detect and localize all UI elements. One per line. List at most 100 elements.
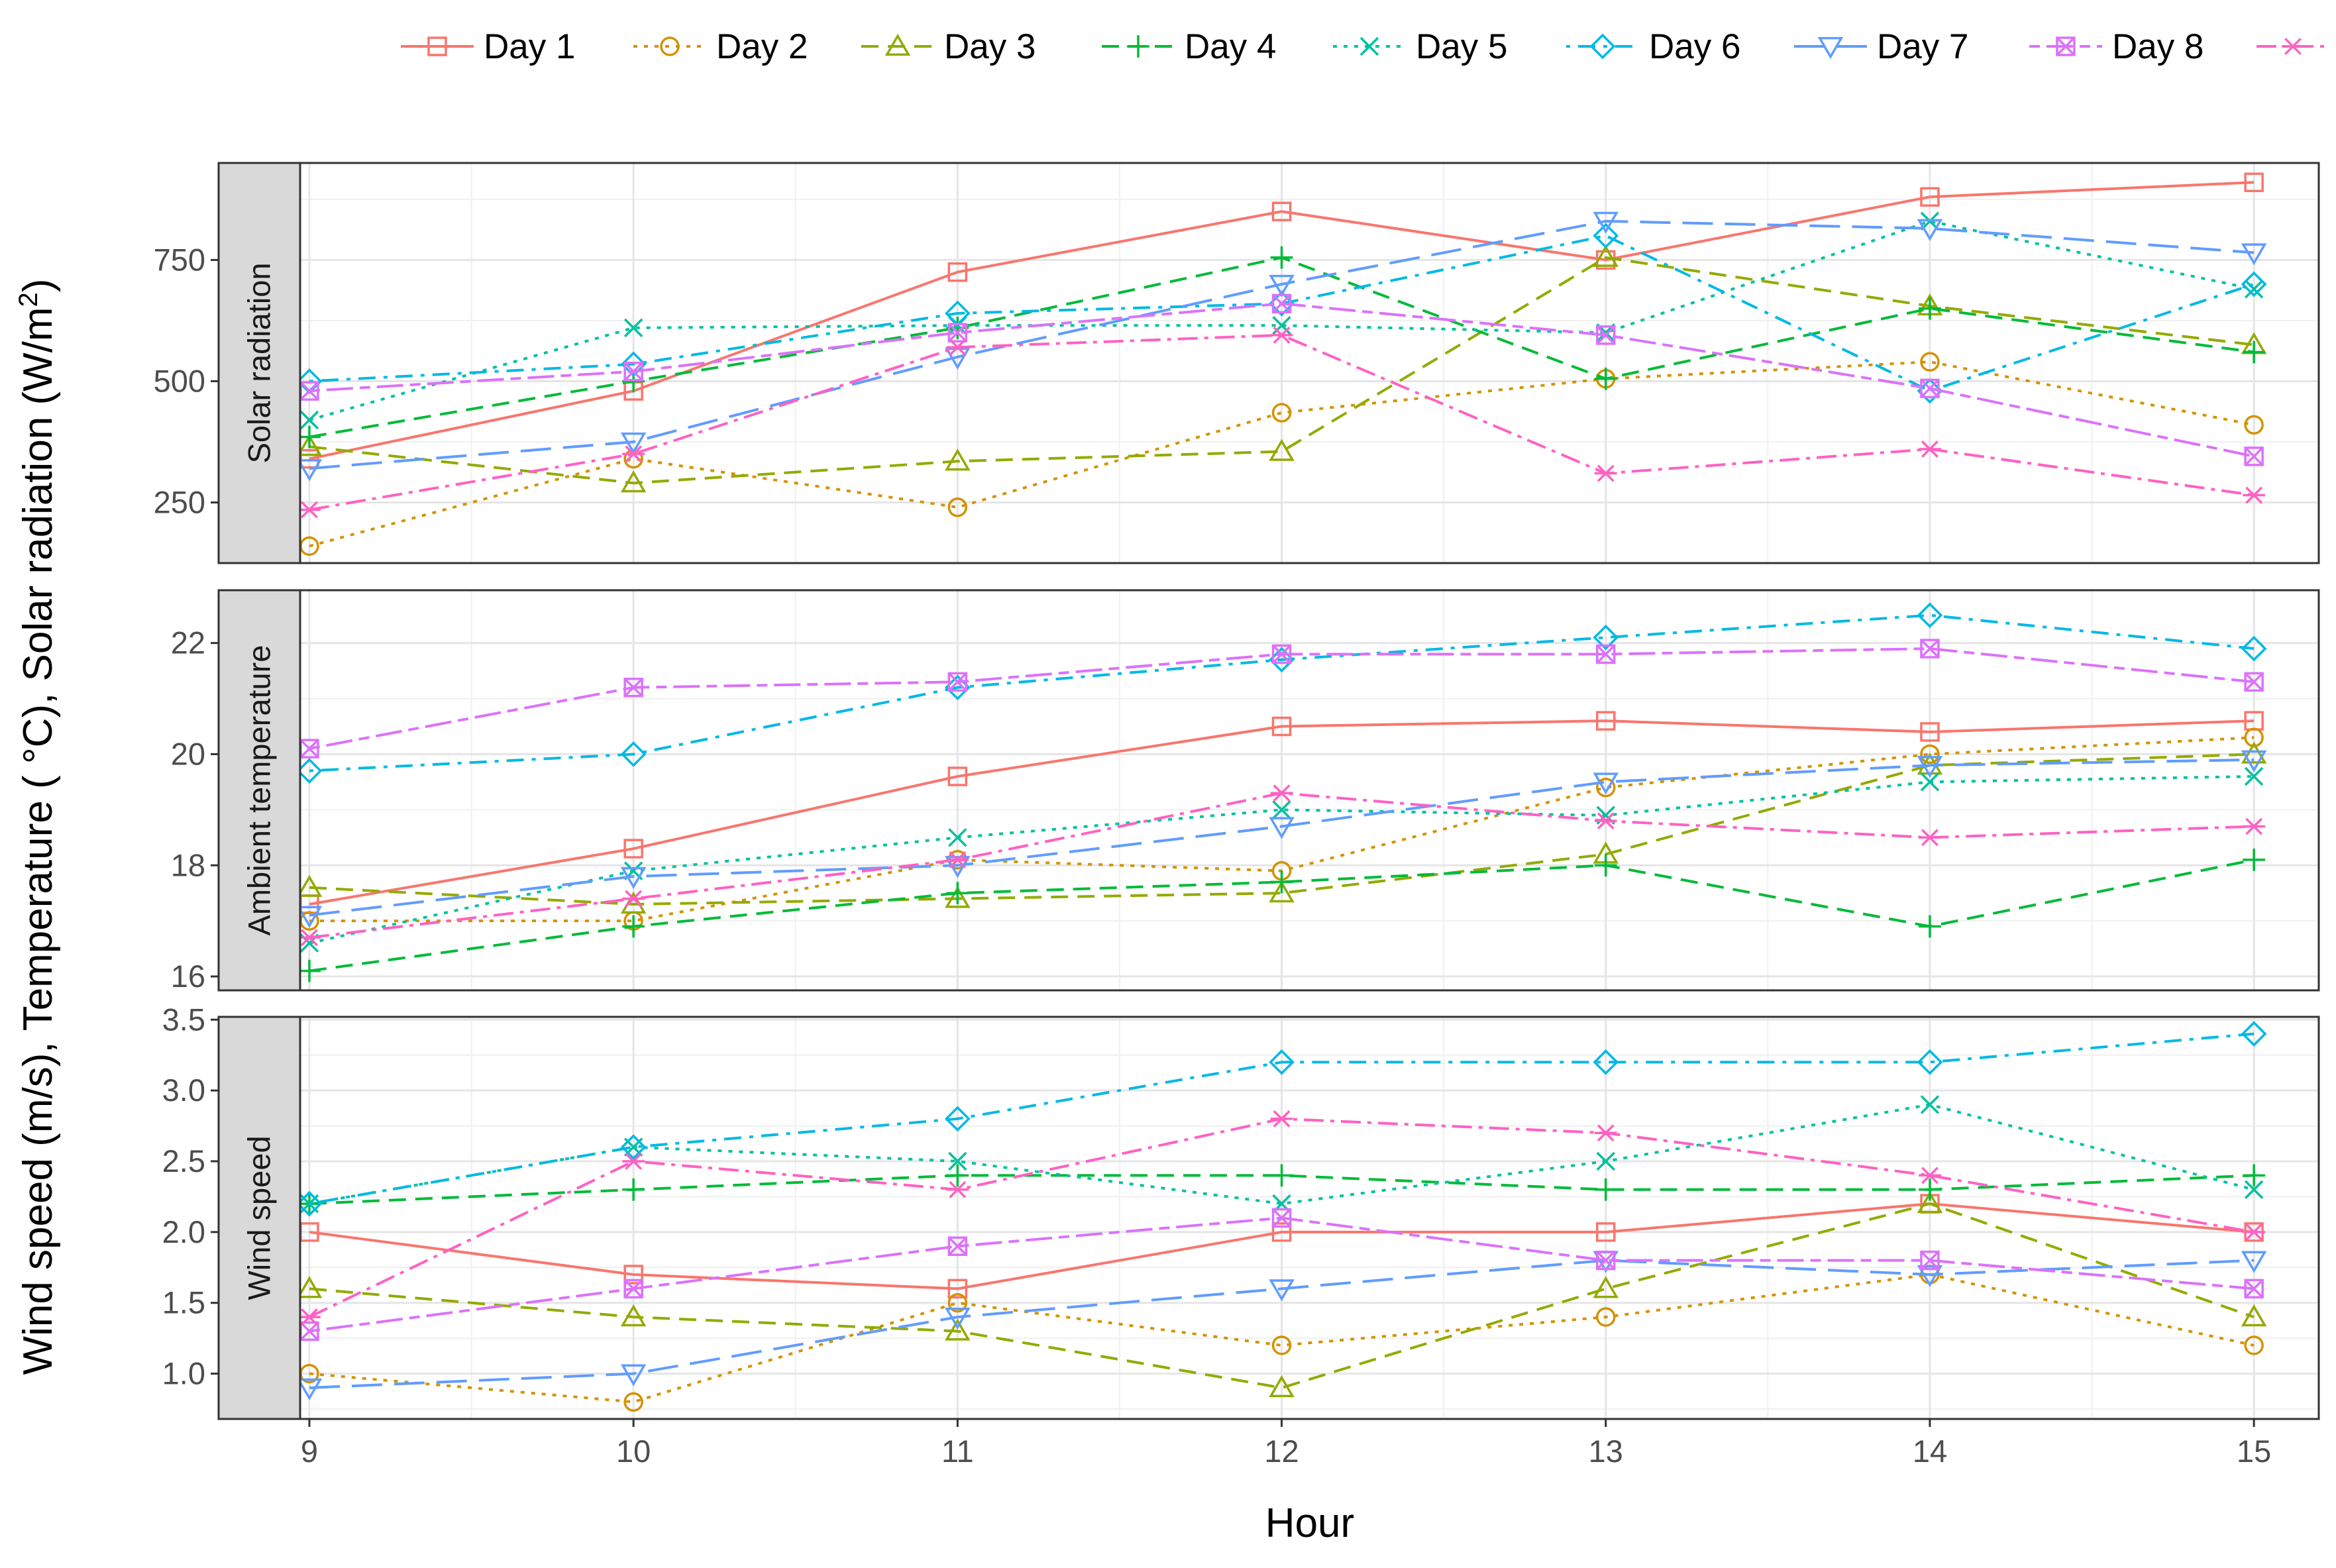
data-point [298,501,321,519]
series-line [309,613,2255,772]
data-point [1271,1335,1292,1355]
data-point [296,434,323,456]
data-point [945,886,971,908]
data-point [1917,1191,1943,1214]
data-point [1919,441,1941,458]
data-point [1596,644,1616,664]
data-point [2244,1180,2264,1199]
legend-item-day-3: Day 3 [861,27,1035,66]
data-point [623,839,643,859]
y-axis-title-main: Wind speed (m/s), Temperature ( °C), Sol… [15,307,61,1375]
data-point [1593,1276,1619,1298]
data-point [622,445,645,463]
data-point [1917,756,1943,778]
data-point [622,1178,645,1201]
panel-grid [300,1017,2319,1419]
series-day-7 [296,1251,2267,1401]
y-axis-title-superscript: 2 [14,292,43,307]
data-point [1271,716,1292,737]
panel-strip-label: Solar radiation [242,262,277,463]
data-point [1594,464,1617,482]
x-tick-label: 11 [941,1434,974,1469]
legend-item-day-6: Day 6 [1566,27,1740,66]
data-point [948,1151,967,1171]
data-point [945,1308,971,1330]
data-point [1596,1307,1616,1327]
series-day-9 [298,784,2266,947]
panel-ambient-temperature: Ambient temperature 16 18 20 22 [171,589,2320,994]
data-point [1919,915,1941,938]
data-point [1594,1124,1617,1142]
data-point [1269,880,1295,903]
x-tick-label: 15 [2237,1434,2271,1469]
data-point [1596,1250,1616,1271]
x-axis-title: Hour [1265,1500,1354,1546]
panel-strip [217,1016,301,1420]
data-point [296,874,323,897]
legend-item-day-4: Day 4 [1102,27,1276,66]
panel-strip-label: Wind speed [242,1135,277,1300]
data-point [1593,244,1619,267]
y-tick-label: 18 [171,847,205,882]
data-point [1272,800,1291,819]
data-point [946,339,969,356]
data-point [2241,243,2267,266]
panel-strip-label: Ambient temperature [242,645,277,936]
data-point [1917,602,1943,629]
legend-item-day-2: Day 2 [633,27,808,66]
data-point [1919,829,1941,847]
data-point [2244,1335,2264,1355]
panel-solar-radiation: Solar radiation 250 500 750 [154,162,2320,564]
data-point [1919,1178,1941,1201]
data-point [1920,744,1940,764]
data-point [1271,201,1292,221]
data-point [1920,1250,1940,1271]
data-point [1596,1222,1616,1242]
series-line [309,219,2255,470]
legend-label: Day 1 [484,27,575,66]
data-point [620,1304,647,1327]
data-point [296,459,323,482]
legend-marker [2282,38,2304,55]
legend-marker [884,33,911,56]
data-point [1272,316,1291,335]
data-point [296,1276,323,1298]
data-point [1269,1375,1295,1398]
data-point [2241,1304,2267,1327]
x-tick-label: 9 [301,1434,318,1469]
data-point [620,741,647,767]
y-tick-label: 22 [171,625,205,660]
y-tick-label: 500 [154,363,205,398]
x-tick-label: 12 [1264,1434,1299,1469]
data-point [1920,378,1940,399]
y-tick-label: 2.0 [162,1214,205,1249]
data-point [944,1106,971,1132]
series-day-6 [296,1021,2267,1217]
series-day-4 [298,848,2266,982]
legend-label: Day 4 [1185,27,1276,66]
legend-label: Day 2 [716,27,808,66]
data-point [1596,778,1616,798]
data-point [2243,848,2266,871]
data-point [2244,766,2264,786]
data-point [947,672,968,692]
data-point [2244,415,2264,435]
data-point [298,1308,321,1326]
data-point [1917,219,1943,241]
data-point [947,497,968,517]
data-point [1270,870,1293,894]
data-point [1271,403,1292,423]
data-point [946,851,969,868]
series-day-3 [296,1191,2267,1398]
legend: Day 1 Day 2 Day 3 Day 4 Day 5 Day 6 Day 7 Day 8… [401,27,2329,66]
data-point [1270,1164,1293,1187]
data-point [947,262,968,282]
data-point [1593,624,1619,651]
data-point [623,1265,643,1284]
data-point [1269,817,1295,839]
data-point [1919,297,1941,320]
data-point [948,828,967,847]
series-line [309,1259,2255,1389]
data-point [2244,1279,2264,1299]
series-day-9 [298,326,2266,519]
